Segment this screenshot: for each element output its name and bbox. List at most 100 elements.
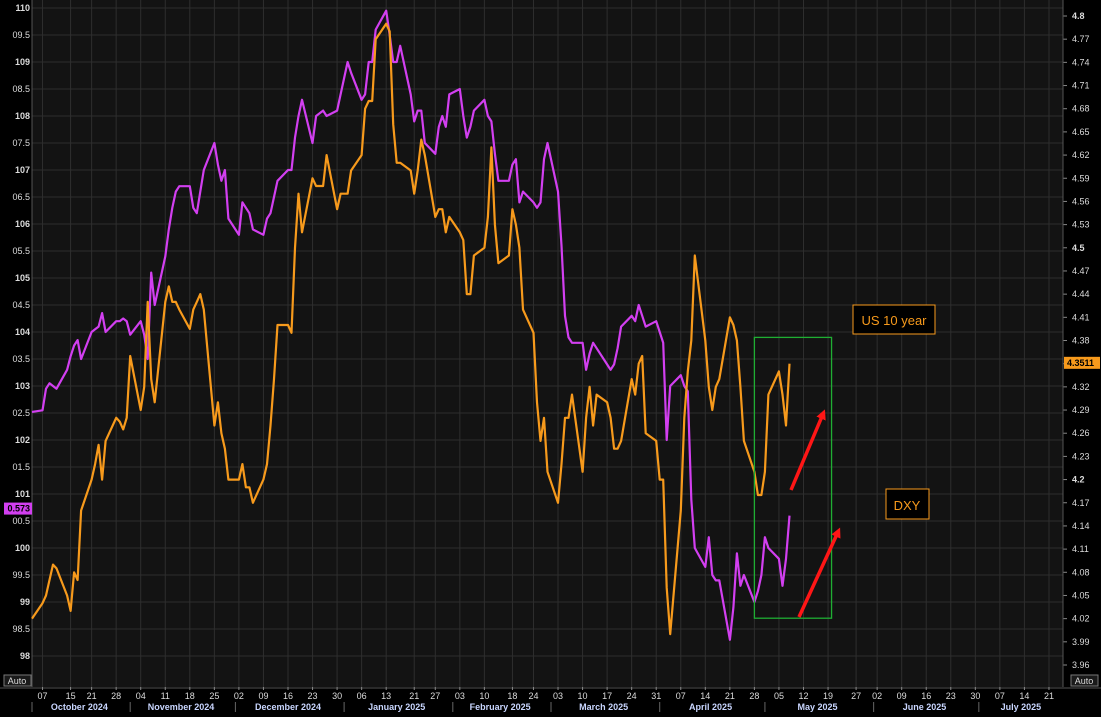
series-layer <box>31 9 791 641</box>
right-auto-box[interactable] <box>1070 674 1099 687</box>
month-label: November 2024 <box>148 702 215 712</box>
left-tick-label: 02.5 <box>12 408 30 418</box>
left-tick-label: 110 <box>15 3 30 13</box>
left-auto-box[interactable] <box>3 674 32 687</box>
x-tick-label: 21 <box>725 691 735 701</box>
left-tick-label: 07.5 <box>12 138 30 148</box>
left-tick-label: 109 <box>15 57 30 67</box>
us10y-up-arrow <box>789 409 826 491</box>
x-axis: 07 15 21 28 04 11 18 25 02 09 16 23 30 06 13 21 27 03 10 18… <box>0 687 1101 712</box>
x-tick-label: 27 <box>430 691 440 701</box>
us10y-label-box <box>852 304 936 335</box>
left-tick-label: 08.5 <box>12 84 30 94</box>
x-tick-label: 03 <box>553 691 563 701</box>
x-tick-label: 06 <box>357 691 367 701</box>
right-tick-label: 3.96 <box>1072 660 1090 670</box>
x-tick-label: 07 <box>38 691 48 701</box>
plot-background <box>32 0 1063 687</box>
x-tick-label: 28 <box>111 691 121 701</box>
dxy-line <box>31 9 791 641</box>
x-tick-label: 21 <box>87 691 97 701</box>
left-tick-label: 103 <box>15 381 30 391</box>
right-tick-label: 4.59 <box>1072 173 1090 183</box>
x-tick-label: 31 <box>651 691 661 701</box>
x-tick-label: 10 <box>479 691 489 701</box>
right-auto-label[interactable]: Auto <box>1075 676 1094 686</box>
left-auto-label[interactable]: Auto <box>8 676 27 686</box>
month-label: February 2025 <box>470 702 531 712</box>
left-tick-label: 01.5 <box>12 462 30 472</box>
month-label: December 2024 <box>255 702 321 712</box>
x-tick-label: 09 <box>897 691 907 701</box>
x-tick-label: 16 <box>921 691 931 701</box>
us10y-label: US 10 year <box>861 313 927 328</box>
left-tick-label: 105 <box>15 273 30 283</box>
right-tick-label: 4.14 <box>1072 521 1090 531</box>
x-tick-label: 27 <box>851 691 861 701</box>
dxy-last-value-tag <box>4 502 32 515</box>
right-tick-label: 4.62 <box>1072 150 1090 160</box>
right-tick-label: 4.29 <box>1072 405 1090 415</box>
left-tick-label: 107 <box>15 165 30 175</box>
right-tick-label: 4.71 <box>1072 81 1090 91</box>
left-tick-label: 98.5 <box>12 624 30 634</box>
right-tick-label: 4.17 <box>1072 498 1090 508</box>
left-tick-label: 102 <box>15 435 30 445</box>
left-tick-label: 06.5 <box>12 192 30 202</box>
us10y-line <box>31 22 791 636</box>
month-label: January 2025 <box>368 702 425 712</box>
month-label: June 2025 <box>903 702 947 712</box>
us10y-last-value-tag <box>1064 356 1100 369</box>
x-tick-label: 18 <box>507 691 517 701</box>
left-axis: 110 09.5 109 08.5 108 07.5 107 06.5 106 05.5 105 04… <box>4 0 33 687</box>
x-tick-label: 24 <box>627 691 637 701</box>
x-tick-label: 13 <box>381 691 391 701</box>
right-tick-label: 4.23 <box>1072 451 1090 461</box>
left-tick-label: 09.5 <box>12 30 30 40</box>
right-tick-label: 4.5 <box>1072 243 1085 253</box>
month-label: May 2025 <box>798 702 838 712</box>
annotation-labels: US 10 year DXY <box>852 304 936 520</box>
right-tick-label: 4.65 <box>1072 127 1090 137</box>
highlight-box <box>753 336 833 619</box>
dxy-last-value-label: 0.573 <box>7 504 30 514</box>
x-tick-label: 23 <box>308 691 318 701</box>
x-tick-label: 15 <box>66 691 76 701</box>
annotation-layer <box>753 336 841 619</box>
x-tick-label: 17 <box>602 691 612 701</box>
right-tick-label: 4.05 <box>1072 590 1090 600</box>
x-tick-label: 03 <box>455 691 465 701</box>
x-tick-label: 05 <box>774 691 784 701</box>
left-tick-label: 99.5 <box>12 570 30 580</box>
x-tick-label: 19 <box>823 691 833 701</box>
dxy-up-arrow <box>797 527 841 618</box>
corner-labels: Auto Auto <box>3 674 1099 687</box>
right-tick-label: 4.11 <box>1072 544 1089 554</box>
month-label: October 2024 <box>51 702 108 712</box>
x-tick-label: 24 <box>528 691 538 701</box>
x-tick-label: 02 <box>234 691 244 701</box>
x-tick-label: 21 <box>409 691 419 701</box>
right-tick-label: 4.56 <box>1072 196 1090 206</box>
dxy-label: DXY <box>894 498 921 513</box>
right-tick-label: 3.99 <box>1072 637 1090 647</box>
right-tick-label: 4.2 <box>1072 475 1085 485</box>
us10y-last-value-label: 4.3511 <box>1067 358 1094 368</box>
x-tick-label: 04 <box>136 691 146 701</box>
left-tick-label: 106 <box>15 219 30 229</box>
right-tick-label: 4.38 <box>1072 336 1090 346</box>
right-tick-label: 4.74 <box>1072 57 1090 67</box>
x-tick-label: 30 <box>970 691 980 701</box>
dxy-label-box <box>885 488 930 520</box>
x-tick-label: 02 <box>872 691 882 701</box>
left-tick-label: 104 <box>15 327 30 337</box>
x-tick-label: 07 <box>676 691 686 701</box>
x-tick-label: 16 <box>283 691 293 701</box>
x-tick-label: 10 <box>578 691 588 701</box>
x-tick-label: 09 <box>258 691 268 701</box>
x-tick-label: 28 <box>749 691 759 701</box>
left-tick-label: 05.5 <box>12 246 30 256</box>
month-label: July 2025 <box>1001 702 1042 712</box>
right-tick-label: 4.41 <box>1072 312 1090 322</box>
